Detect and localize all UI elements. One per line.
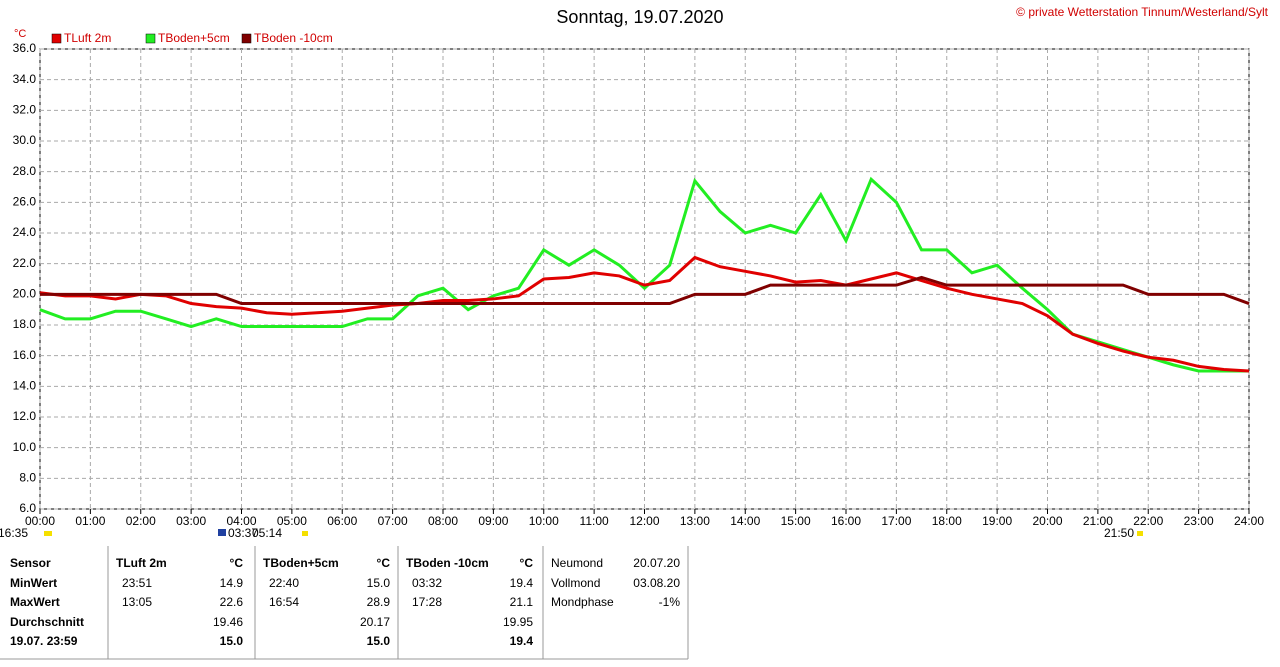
moon-value: 20.07.20 bbox=[633, 556, 680, 570]
max-value: 21.1 bbox=[510, 595, 534, 609]
row-label: Durchschnitt bbox=[10, 615, 84, 629]
current-value: 15.0 bbox=[220, 634, 244, 648]
y-tick-label: 34.0 bbox=[13, 72, 37, 86]
legend-swatch bbox=[241, 33, 252, 44]
row-label: Sensor bbox=[10, 556, 51, 570]
y-tick-label: 8.0 bbox=[19, 471, 36, 485]
x-tick-label: 06:00 bbox=[327, 514, 357, 528]
min-time: 23:51 bbox=[122, 576, 152, 590]
x-tick-label: 16:00 bbox=[831, 514, 861, 528]
max-time: 17:28 bbox=[412, 595, 442, 609]
avg-value: 19.95 bbox=[503, 615, 533, 629]
x-tick-label: 13:00 bbox=[680, 514, 710, 528]
legend-label: TBoden -10cm bbox=[254, 31, 333, 45]
y-tick-label: 36.0 bbox=[13, 41, 37, 55]
sun-marker bbox=[302, 531, 308, 536]
data-line bbox=[39, 255, 1250, 373]
y-tick-label: 18.0 bbox=[13, 317, 37, 331]
moon-label: Vollmond bbox=[551, 576, 600, 590]
x-tick-label: 19:00 bbox=[982, 514, 1012, 528]
y-tick-label: 30.0 bbox=[13, 133, 37, 147]
y-tick-label: 6.0 bbox=[19, 501, 36, 515]
y-tick-label: 32.0 bbox=[13, 103, 37, 117]
x-tick-label: 17:00 bbox=[881, 514, 911, 528]
sun-marker bbox=[44, 531, 52, 536]
x-tick-label: 24:00 bbox=[1234, 514, 1264, 528]
x-tick-label: 14:00 bbox=[730, 514, 760, 528]
sensor-name: TLuft 2m bbox=[116, 556, 167, 570]
x-tick-label: 21:00 bbox=[1083, 514, 1113, 528]
current-value: 19.4 bbox=[510, 634, 534, 648]
annotation: 21:50 bbox=[1104, 526, 1134, 540]
sensor-name: TBoden+5cm bbox=[263, 556, 339, 570]
data-line bbox=[39, 176, 1249, 373]
x-tick-label: 09:00 bbox=[478, 514, 508, 528]
data-line bbox=[40, 275, 1250, 306]
legend-label: TLuft 2m bbox=[64, 31, 111, 45]
sun-marker bbox=[1137, 531, 1143, 536]
legend-label: TBoden+5cm bbox=[158, 31, 230, 45]
sensor-unit: °C bbox=[520, 556, 534, 570]
avg-value: 19.46 bbox=[213, 615, 243, 629]
min-value: 15.0 bbox=[367, 576, 391, 590]
x-tick-label: 05:00 bbox=[277, 514, 307, 528]
x-tick-label: 20:00 bbox=[1032, 514, 1062, 528]
y-tick-label: 26.0 bbox=[13, 195, 37, 209]
x-tick-label: 10:00 bbox=[529, 514, 559, 528]
max-time: 13:05 bbox=[122, 595, 152, 609]
x-tick-label: 07:00 bbox=[378, 514, 408, 528]
copyright: © private Wetterstation Tinnum/Westerlan… bbox=[1016, 5, 1269, 19]
x-tick-label: 03:00 bbox=[176, 514, 206, 528]
row-label: MaxWert bbox=[10, 595, 60, 609]
x-tick-label: 12:00 bbox=[629, 514, 659, 528]
max-value: 28.9 bbox=[367, 595, 391, 609]
annotation: 03:37 bbox=[228, 526, 258, 540]
x-tick-label: 01:00 bbox=[75, 514, 105, 528]
max-value: 22.6 bbox=[220, 595, 244, 609]
sensor-unit: °C bbox=[230, 556, 244, 570]
y-tick-label: 28.0 bbox=[13, 164, 37, 178]
min-time: 03:32 bbox=[412, 576, 442, 590]
y-tick-label: 22.0 bbox=[13, 256, 37, 270]
y-axis-label: °C bbox=[14, 28, 26, 40]
avg-value: 20.17 bbox=[360, 615, 390, 629]
y-tick-label: 20.0 bbox=[13, 287, 37, 301]
x-tick-label: 22:00 bbox=[1133, 514, 1163, 528]
y-tick-label: 24.0 bbox=[13, 225, 37, 239]
x-tick-label: 11:00 bbox=[580, 514, 609, 528]
x-tick-label: 04:00 bbox=[226, 514, 256, 528]
max-time: 16:54 bbox=[269, 595, 299, 609]
sensor-unit: °C bbox=[377, 556, 391, 570]
y-tick-label: 14.0 bbox=[13, 379, 37, 393]
x-tick-label: 00:00 bbox=[25, 514, 55, 528]
plot-area bbox=[39, 48, 1250, 510]
moon-value: -1% bbox=[659, 595, 681, 609]
x-tick-label: 08:00 bbox=[428, 514, 458, 528]
y-tick-label: 10.0 bbox=[13, 440, 37, 454]
min-value: 14.9 bbox=[220, 576, 244, 590]
row-label: 19.07. 23:59 bbox=[10, 634, 78, 648]
x-tick-label: 02:00 bbox=[126, 514, 156, 528]
sun-marker bbox=[218, 529, 226, 536]
moon-value: 03.08.20 bbox=[633, 576, 680, 590]
min-value: 19.4 bbox=[510, 576, 534, 590]
y-tick-label: 12.0 bbox=[13, 409, 37, 423]
annotation: 05:14 bbox=[252, 526, 282, 540]
x-tick-label: 15:00 bbox=[781, 514, 811, 528]
x-tick-label: 23:00 bbox=[1184, 514, 1214, 528]
legend-swatch bbox=[145, 33, 156, 44]
legend-swatch bbox=[51, 33, 62, 44]
annotation: 16:35 bbox=[0, 526, 28, 540]
sensor-name: TBoden -10cm bbox=[406, 556, 489, 570]
current-value: 15.0 bbox=[367, 634, 391, 648]
row-label: MinWert bbox=[10, 576, 57, 590]
min-time: 22:40 bbox=[269, 576, 299, 590]
moon-label: Mondphase bbox=[551, 595, 614, 609]
chart-title: Sonntag, 19.07.2020 bbox=[556, 7, 723, 27]
x-tick-label: 18:00 bbox=[932, 514, 962, 528]
moon-label: Neumond bbox=[551, 556, 603, 570]
y-tick-label: 16.0 bbox=[13, 348, 37, 362]
